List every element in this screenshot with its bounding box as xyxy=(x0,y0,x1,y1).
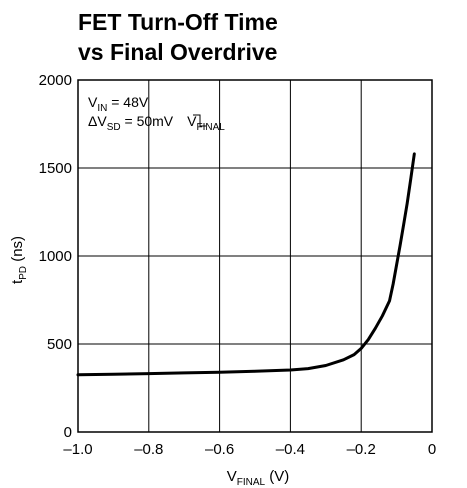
annotation-delta-vsd: ΔVSD = 50mV VFINAL xyxy=(88,113,225,133)
series-line xyxy=(76,152,416,377)
x-tick-label: –0.4 xyxy=(276,441,305,458)
x-tick-label: –0.6 xyxy=(205,441,234,458)
y-axis-label: tPD (ns) xyxy=(9,236,29,284)
chart-title-line1: FET Turn-Off Time xyxy=(78,9,278,35)
y-tick-labels: 0 500 1000 1500 2000 xyxy=(39,72,72,441)
x-tick-labels: –1.0 –0.8 –0.6 –0.4 –0.2 0 xyxy=(63,441,436,458)
x-axis-label: VFINAL (V) xyxy=(227,468,290,488)
y-tick-label: 1000 xyxy=(39,248,72,265)
y-tick-label: 500 xyxy=(47,336,72,353)
x-tick-label: 0 xyxy=(428,441,436,458)
chart-title-line2: vs Final Overdrive xyxy=(78,39,277,65)
grid xyxy=(77,79,433,433)
y-tick-label: 1500 xyxy=(39,160,72,177)
plot-frame xyxy=(77,79,433,433)
x-tick-label: –0.2 xyxy=(347,441,376,458)
y-tick-label: 2000 xyxy=(39,72,72,89)
y-tick-label: 0 xyxy=(64,424,72,441)
step-symbol xyxy=(193,114,206,127)
annotation-vin: VIN = 48V xyxy=(88,94,149,114)
x-tick-label: –0.8 xyxy=(134,441,163,458)
x-tick-label: –1.0 xyxy=(63,441,92,458)
